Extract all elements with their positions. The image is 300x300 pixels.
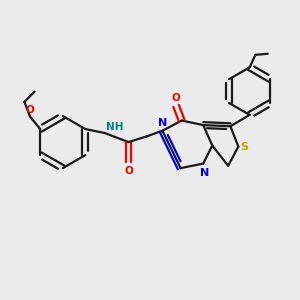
Text: S: S — [240, 142, 248, 152]
Text: O: O — [124, 166, 133, 176]
Text: O: O — [26, 106, 34, 116]
Text: O: O — [172, 93, 180, 103]
Text: N: N — [158, 118, 167, 128]
Text: N: N — [200, 168, 209, 178]
Text: NH: NH — [106, 122, 123, 132]
